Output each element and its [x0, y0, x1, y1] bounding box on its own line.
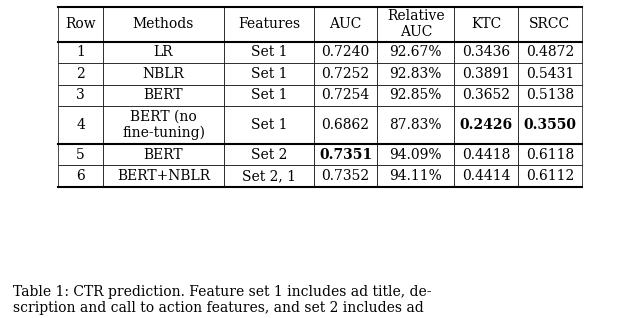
Text: Table 1: CTR prediction. Feature set 1 includes ad title, de-
scription and call: Table 1: CTR prediction. Feature set 1 i…: [13, 285, 431, 315]
